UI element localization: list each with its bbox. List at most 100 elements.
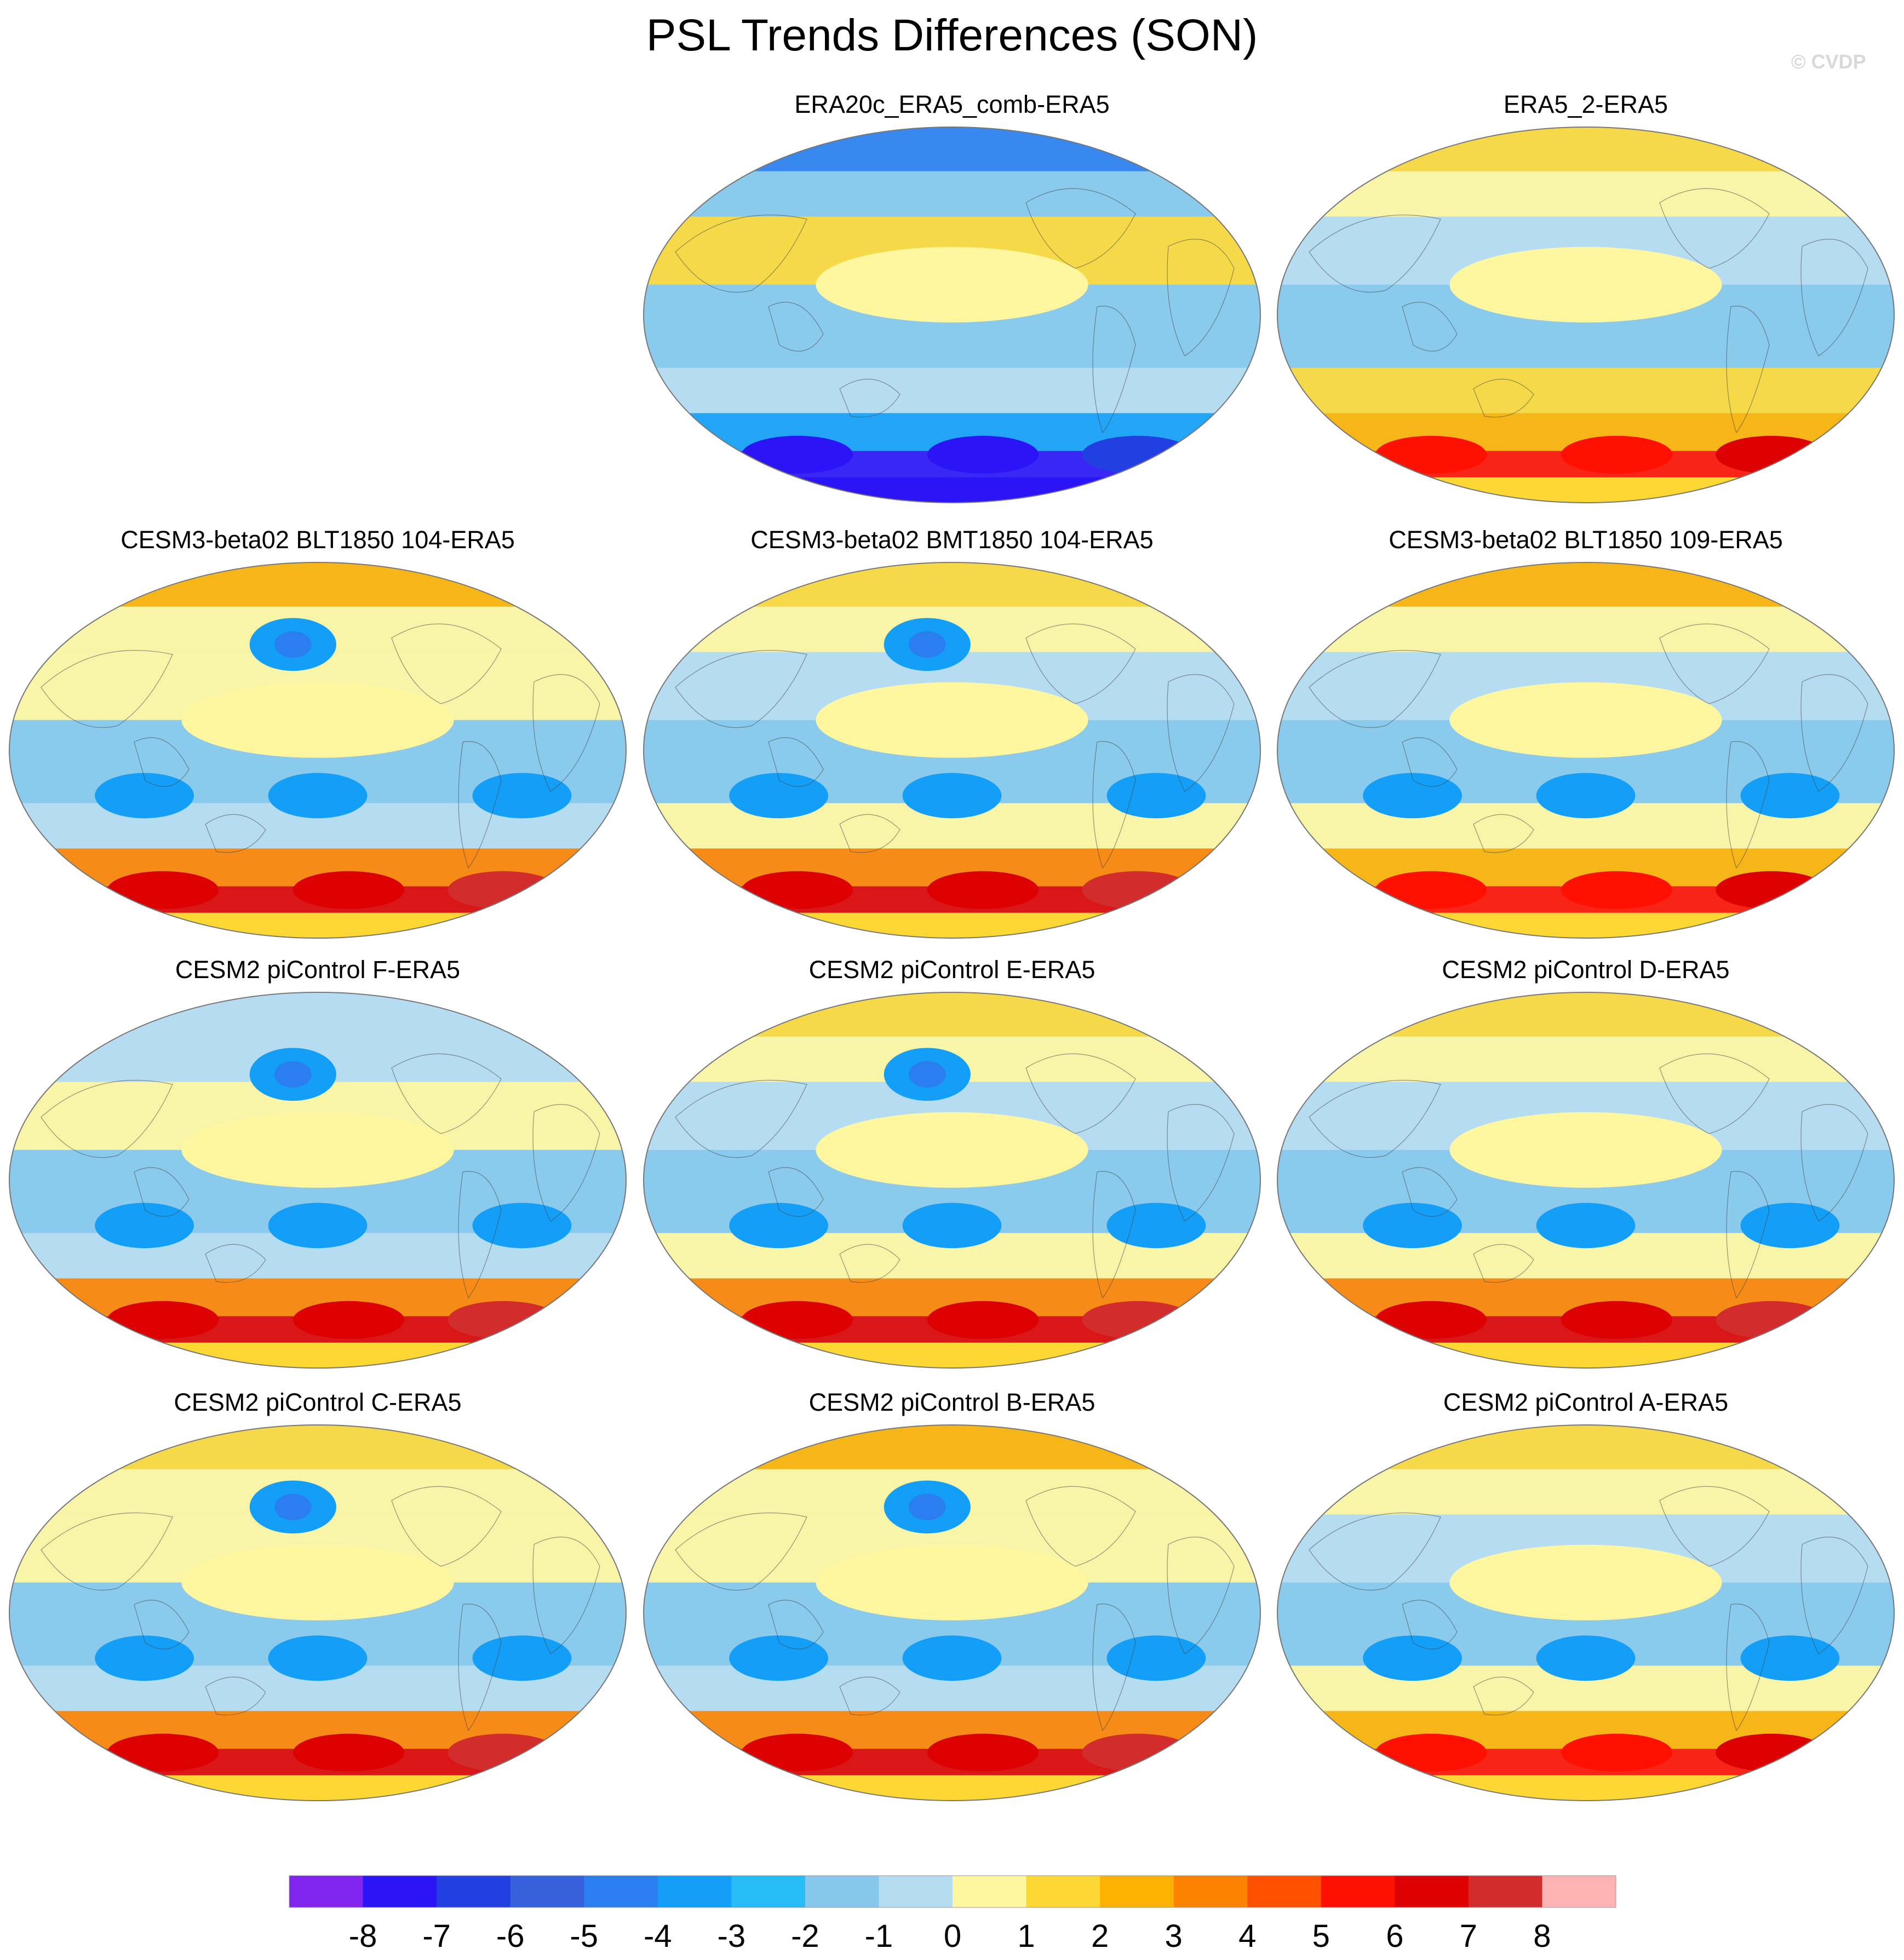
tropical-anomaly (816, 1544, 1088, 1620)
coastline (1726, 741, 1770, 869)
map-field (1277, 1425, 1894, 1801)
map-outline (643, 992, 1261, 1369)
coastlines (675, 623, 1235, 869)
map-panel (9, 1424, 627, 1801)
tropical-anomaly (1449, 1544, 1722, 1620)
lat-band (9, 992, 626, 1037)
colorbar-swatch (1468, 1876, 1542, 1907)
coastline (1473, 1676, 1534, 1716)
coastline (839, 814, 901, 853)
coastline (1167, 1104, 1235, 1222)
southern-low (1536, 1203, 1636, 1249)
southern-anomaly (448, 1733, 559, 1772)
colorbar-swatch (953, 1876, 1027, 1907)
map-field (1277, 992, 1894, 1368)
lat-band (644, 562, 1260, 607)
southern-anomaly (1561, 435, 1673, 474)
antarctic-band (1277, 1775, 1894, 1801)
antarctic-band (644, 1342, 1260, 1368)
coastline (1025, 623, 1136, 704)
coastline (134, 737, 190, 787)
coastline (1659, 623, 1770, 704)
lat-band (1277, 606, 1894, 652)
colorbar-tick-label: -4 (644, 1918, 672, 1954)
colorbar-swatch (657, 1876, 732, 1907)
colorbar-swatch (1321, 1876, 1395, 1907)
map-panel (1277, 1424, 1895, 1801)
southern-low (902, 1635, 1002, 1681)
map-panel (9, 992, 627, 1369)
southern-anomaly (1561, 871, 1673, 909)
southern-anomaly (1716, 1301, 1827, 1339)
figure-title: PSL Trends Differences (SON) (646, 10, 1258, 60)
coastline (1800, 1104, 1868, 1222)
coastline (458, 1171, 502, 1299)
coastline (41, 649, 173, 728)
coastline (134, 1600, 190, 1649)
coastline (675, 1079, 807, 1158)
southern-anomaly (927, 1301, 1039, 1339)
coastline (1092, 306, 1136, 434)
map-outline (9, 992, 627, 1369)
coastlines (675, 1486, 1235, 1732)
map-panel (643, 992, 1261, 1369)
colorbar-swatch (879, 1876, 953, 1907)
coastline (532, 1104, 600, 1222)
southern-anomaly (1375, 1733, 1487, 1772)
coastline (675, 214, 807, 293)
southern-anomaly (1375, 435, 1487, 474)
coastline (532, 1537, 600, 1654)
coastline (768, 302, 824, 352)
antarctic-band (644, 1775, 1260, 1801)
map-panel (643, 127, 1261, 503)
southern-anomaly (448, 871, 559, 909)
colorbar-tick-label: -5 (570, 1918, 598, 1954)
southern-low (1106, 773, 1206, 819)
coastline (1800, 674, 1868, 792)
southern-low (1363, 773, 1462, 819)
coastline (1659, 1486, 1770, 1567)
coastline (391, 1486, 502, 1567)
southern-anomaly (107, 1301, 219, 1339)
colorbar-tick-label: 3 (1165, 1918, 1183, 1954)
map-field (1277, 562, 1894, 938)
colorbar-swatch (731, 1876, 806, 1907)
colorbar-swatch (1026, 1876, 1100, 1907)
southern-anomaly (107, 871, 219, 909)
southern-anomaly (927, 1733, 1039, 1772)
coastline (1726, 1603, 1770, 1732)
tropical-anomaly (1449, 246, 1722, 323)
panel-title: ERA20c_ERA5_comb-ERA5 (794, 90, 1110, 118)
panel-title: CESM3-beta02 BLT1850 109-ERA5 (1389, 526, 1783, 554)
coastline (1659, 188, 1770, 269)
map-panel (1277, 992, 1895, 1369)
colorbar-tick-label: -2 (791, 1918, 819, 1954)
southern-anomaly (741, 871, 853, 909)
coastline (1800, 239, 1868, 357)
antarctic-band (9, 912, 626, 938)
lat-band (1277, 1036, 1894, 1082)
coastline (768, 1167, 824, 1217)
colorbar-swatch (1395, 1876, 1469, 1907)
colorbar-tick-label: 5 (1312, 1918, 1330, 1954)
north-pacific-low-core (274, 1061, 312, 1088)
coastline (1167, 239, 1235, 357)
colorbar-tick-label: -3 (718, 1918, 746, 1954)
map-field (9, 1425, 626, 1801)
coastlines (1309, 188, 1868, 434)
lat-band (644, 127, 1260, 171)
map-outline (9, 1424, 627, 1801)
colorbar-swatch (584, 1876, 658, 1907)
southern-anomaly (741, 1301, 853, 1339)
map-outline (643, 562, 1261, 939)
map-outline (1277, 992, 1895, 1369)
southern-anomaly (741, 435, 853, 474)
colorbar-swatch (1247, 1876, 1322, 1907)
panel-title: CESM2 piControl C-ERA5 (174, 1388, 462, 1416)
lat-band (9, 562, 626, 607)
southern-anomaly (1375, 1301, 1487, 1339)
colorbar-tick-label: 8 (1533, 1918, 1551, 1954)
southern-anomaly (1716, 1733, 1827, 1772)
southern-low (1536, 1635, 1636, 1681)
southern-low (729, 1203, 828, 1249)
